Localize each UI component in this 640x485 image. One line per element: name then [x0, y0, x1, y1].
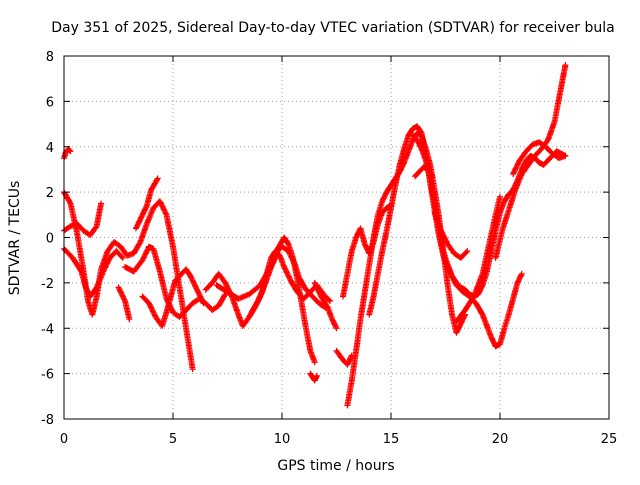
- series-track-7: [132, 175, 161, 232]
- data-point-markers: [115, 284, 133, 323]
- series-track-18: [409, 132, 525, 350]
- series-track-13: [311, 279, 340, 332]
- data-point-markers: [409, 132, 525, 350]
- data-point-markers: [412, 164, 436, 180]
- y-tick-label: 2: [46, 186, 54, 201]
- y-tick-label: -8: [41, 413, 54, 428]
- data-point-markers: [132, 175, 161, 232]
- series-track-1: [61, 146, 74, 162]
- x-tick-label: 25: [601, 432, 618, 447]
- grid-lines: [64, 56, 609, 419]
- x-tick-label: 20: [492, 432, 509, 447]
- series-track-8: [139, 266, 207, 329]
- data-point-markers: [492, 62, 569, 261]
- x-tick-label: 15: [383, 432, 400, 447]
- series-track-4: [61, 245, 126, 300]
- y-tick-label: -4: [41, 322, 54, 337]
- data-point-markers: [139, 266, 207, 329]
- data-point-markers: [431, 209, 471, 261]
- chart-title: Day 351 of 2025, Sidereal Day-to-day VTE…: [51, 20, 614, 36]
- series-track-22: [492, 62, 569, 261]
- x-tick-label: 5: [169, 432, 177, 447]
- series-track-23: [510, 139, 569, 177]
- y-tick-label: 4: [46, 141, 54, 156]
- series-track-3: [61, 200, 105, 239]
- x-tick-label: 10: [274, 432, 291, 447]
- data-point-markers: [248, 234, 318, 366]
- data-point-markers: [307, 370, 320, 384]
- data-point-markers: [61, 146, 74, 162]
- series-track-5: [115, 284, 133, 323]
- data-point-markers: [61, 200, 105, 239]
- series-track-12: [307, 370, 320, 384]
- series-track-11: [248, 234, 318, 366]
- data-point-markers: [311, 279, 340, 332]
- series-track-19: [412, 164, 436, 180]
- data-point-markers: [333, 347, 355, 368]
- data-point-markers: [510, 139, 569, 177]
- x-tick-label: 0: [60, 432, 68, 447]
- series-track-20: [431, 209, 471, 261]
- data-points: [61, 62, 569, 409]
- y-tick-label: -2: [41, 277, 54, 292]
- y-tick-label: 0: [46, 232, 54, 247]
- series-track-14: [333, 347, 355, 368]
- axis-ticks: 0 5 10 15 20 25 -8 -6 -4 -2 0 2 4 6 8: [41, 50, 617, 447]
- y-tick-label: 6: [46, 95, 54, 110]
- data-point-markers: [453, 193, 503, 325]
- y-axis-label: SDTVAR / TECUs: [7, 181, 23, 296]
- y-tick-label: 8: [46, 50, 54, 65]
- series-track-21: [453, 193, 503, 325]
- data-point-markers: [61, 245, 126, 300]
- x-axis-label: GPS time / hours: [277, 458, 394, 474]
- y-tick-label: -6: [41, 368, 54, 383]
